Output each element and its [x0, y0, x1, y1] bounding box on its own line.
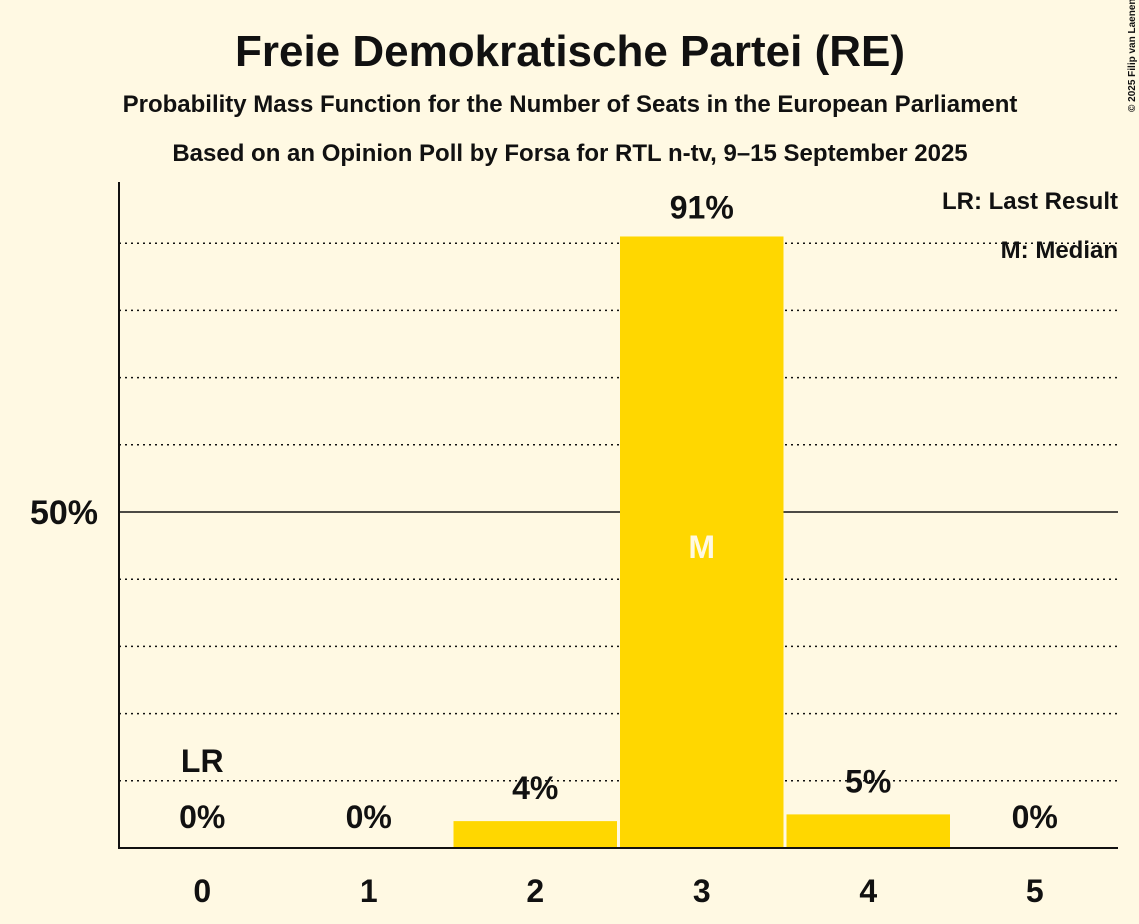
- data-label: 91%: [670, 189, 734, 225]
- x-tick-label: 4: [859, 873, 877, 909]
- gridlines: [119, 242, 1118, 782]
- legend-median: M: Median: [1001, 237, 1118, 264]
- data-label: 5%: [845, 763, 891, 799]
- data-label: 4%: [512, 770, 558, 806]
- x-tick-label: 5: [1026, 873, 1044, 909]
- x-tick-label: 2: [526, 873, 544, 909]
- copyright: © 2025 Filip van Laenen: [1127, 0, 1138, 112]
- data-label: 0%: [346, 799, 392, 835]
- data-label: 0%: [179, 799, 225, 835]
- chart-subtitle-source: Based on an Opinion Poll by Forsa for RT…: [172, 140, 967, 167]
- bar-4: [786, 814, 950, 848]
- chart-subtitle: Probability Mass Function for the Number…: [123, 91, 1018, 118]
- data-label: 0%: [1012, 799, 1058, 835]
- x-tick-label: 0: [193, 873, 211, 909]
- x-tick-label: 1: [360, 873, 378, 909]
- bar-3: [620, 236, 784, 849]
- last-result-marker: LR: [181, 743, 224, 779]
- median-marker: M: [688, 529, 715, 565]
- y-tick-label: 50%: [30, 494, 98, 532]
- chart-title: Freie Demokratische Partei (RE): [235, 27, 905, 76]
- bars: [453, 236, 950, 849]
- x-tick-label: 3: [693, 873, 711, 909]
- legend-last-result: LR: Last Result: [942, 188, 1118, 215]
- bar-2: [453, 821, 617, 848]
